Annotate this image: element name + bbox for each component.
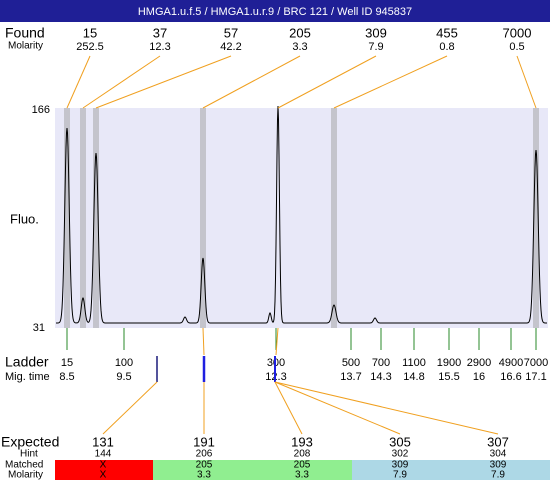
ladder-size: 1100	[402, 357, 426, 369]
link	[275, 327, 279, 356]
found-size: 7000	[503, 25, 532, 40]
expected-size: 131	[92, 434, 114, 449]
ladder-size: 2900	[467, 357, 491, 369]
ladder-size: 100	[115, 357, 133, 369]
ladder-time: 9.5	[116, 371, 131, 383]
found-link	[66, 55, 91, 109]
found-size: 37	[153, 25, 167, 40]
matched-molarity: 3.3	[197, 470, 211, 480]
found-molarity: 7.9	[368, 41, 383, 53]
ladder-size: 1900	[437, 357, 461, 369]
y-min-label: 31	[33, 322, 45, 334]
ladder-size: 700	[372, 357, 390, 369]
matched-molarity: 3.3	[295, 470, 309, 480]
found-label: Found	[5, 25, 45, 41]
result-cell	[153, 460, 254, 480]
found-link	[516, 55, 537, 109]
peak-band	[93, 108, 99, 328]
hint-label: Hint	[20, 449, 38, 460]
found-molarity-label: Molarity	[8, 41, 43, 52]
found-molarity: 0.5	[509, 41, 524, 53]
found-link	[95, 55, 232, 109]
found-size: 455	[436, 25, 458, 40]
ladder-time: 17.1	[525, 371, 546, 383]
matched: 205	[196, 460, 213, 471]
y-max-label: 166	[32, 104, 50, 116]
result-cell	[55, 460, 153, 480]
found-molarity: 0.8	[439, 41, 454, 53]
matched-molarity: 7.9	[491, 470, 505, 480]
ladder-time: 15.5	[438, 371, 459, 383]
matched-molarity: X	[100, 470, 107, 480]
ladder-size: 15	[61, 357, 73, 369]
ladder-time: 14.3	[370, 371, 391, 383]
found-link	[82, 55, 161, 109]
hint: 302	[392, 449, 409, 460]
peak-band	[533, 108, 539, 328]
ladder-time: 16	[473, 371, 485, 383]
matched-label: Matched	[5, 460, 43, 471]
matched: 309	[490, 460, 507, 471]
matched: X	[100, 460, 107, 471]
plot-area	[55, 108, 548, 328]
expected-size: 193	[291, 434, 313, 449]
ladder-size: 500	[342, 357, 360, 369]
found-size: 15	[83, 25, 97, 40]
result-cell	[254, 460, 352, 480]
peak-band	[64, 108, 70, 328]
peak-band	[331, 108, 337, 328]
expected-size: 305	[389, 434, 411, 449]
found-size: 205	[289, 25, 311, 40]
title-bar	[0, 0, 550, 22]
hint: 304	[490, 449, 507, 460]
peak-band	[80, 108, 86, 328]
hint: 208	[294, 449, 311, 460]
hint: 144	[95, 449, 112, 460]
ladder-time: 14.8	[403, 371, 424, 383]
found-link	[277, 55, 377, 109]
molarity-label: Molarity	[8, 470, 43, 480]
title: HMGA1.u.f.5 / HMGA1.u.r.9 / BRC 121 / We…	[138, 6, 412, 18]
expected-label: Expected	[1, 434, 59, 450]
found-size: 309	[365, 25, 387, 40]
matched: 309	[392, 460, 409, 471]
found-link	[202, 55, 301, 109]
expected-link	[274, 381, 401, 435]
found-molarity: 252.5	[76, 41, 104, 53]
ladder-time: 16.6	[500, 371, 521, 383]
expected-link	[274, 381, 303, 435]
ladder-time: 13.7	[340, 371, 361, 383]
expected-size: 307	[487, 434, 509, 449]
matched-molarity: 7.9	[393, 470, 407, 480]
found-molarity: 12.3	[149, 41, 170, 53]
ladder-size: 4900	[499, 357, 523, 369]
ladder-label: Ladder	[5, 354, 49, 370]
time-label: Mig. time	[5, 371, 50, 383]
result-cell	[451, 460, 550, 480]
hint: 206	[196, 449, 213, 460]
found-link	[333, 55, 448, 109]
ladder-time: 8.5	[59, 371, 74, 383]
expected-link	[274, 381, 499, 435]
matched: 205	[294, 460, 311, 471]
expected-link	[102, 381, 158, 435]
trace	[56, 105, 547, 324]
ladder-size: 7000	[524, 357, 548, 369]
peak-band	[200, 108, 206, 328]
found-molarity: 3.3	[292, 41, 307, 53]
y-axis-label: Fluo.	[10, 211, 39, 226]
found-size: 57	[224, 25, 238, 40]
found-molarity: 42.2	[220, 41, 241, 53]
expected-size: 191	[193, 434, 215, 449]
link	[202, 327, 205, 356]
result-cell	[352, 460, 451, 480]
